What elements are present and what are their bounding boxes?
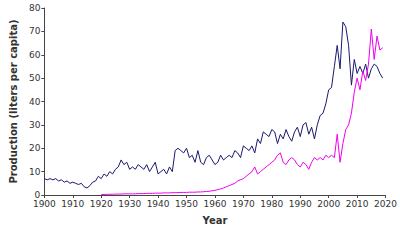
svg-text:1910: 1910 [61, 199, 84, 209]
svg-text:Year: Year [202, 215, 228, 226]
svg-text:60: 60 [29, 50, 41, 60]
svg-text:80: 80 [29, 3, 41, 13]
svg-text:30: 30 [29, 120, 41, 130]
svg-text:1930: 1930 [118, 199, 141, 209]
svg-text:1940: 1940 [147, 199, 170, 209]
svg-text:2020: 2020 [374, 199, 397, 209]
svg-text:1950: 1950 [175, 199, 198, 209]
svg-text:1990: 1990 [289, 199, 312, 209]
svg-text:2000: 2000 [317, 199, 340, 209]
svg-text:1980: 1980 [260, 199, 283, 209]
svg-text:1920: 1920 [90, 199, 113, 209]
svg-text:0: 0 [34, 190, 41, 200]
svg-text:1960: 1960 [203, 199, 226, 209]
svg-text:70: 70 [29, 26, 41, 36]
svg-text:10: 10 [29, 167, 41, 177]
svg-text:1970: 1970 [232, 199, 255, 209]
svg-text:Production (liters per capita): Production (liters per capita) [8, 19, 19, 183]
svg-text:20: 20 [29, 143, 41, 153]
svg-text:40: 40 [29, 97, 41, 107]
svg-text:1900: 1900 [33, 199, 56, 209]
svg-text:50: 50 [29, 73, 41, 83]
svg-text:2010: 2010 [346, 199, 369, 209]
